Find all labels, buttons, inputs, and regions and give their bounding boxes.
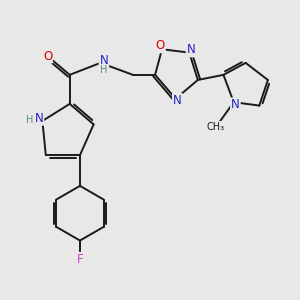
- Text: N: N: [173, 94, 182, 107]
- Text: CH₃: CH₃: [207, 122, 225, 132]
- Text: F: F: [77, 253, 83, 266]
- Text: O: O: [43, 50, 52, 63]
- Text: N: N: [100, 54, 108, 67]
- Text: O: O: [156, 39, 165, 52]
- Text: N: N: [231, 98, 240, 111]
- Text: H: H: [26, 115, 33, 125]
- Text: H: H: [100, 65, 108, 75]
- Text: N: N: [34, 112, 43, 125]
- Text: N: N: [187, 44, 195, 56]
